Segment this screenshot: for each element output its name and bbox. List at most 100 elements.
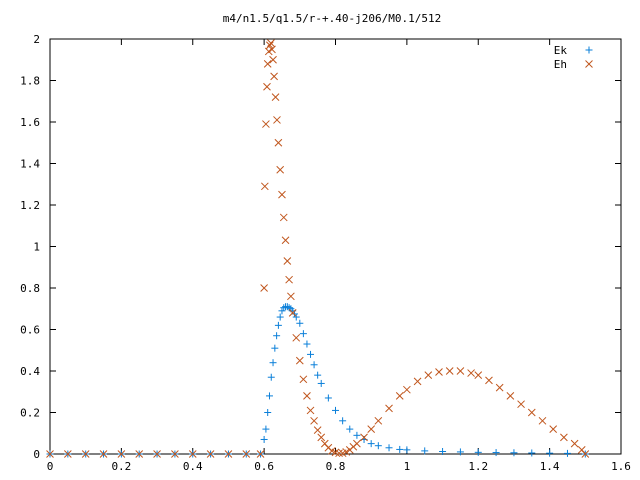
data-point-eh	[256, 450, 265, 458]
data-point-ek	[510, 449, 518, 457]
legend-marker-ek	[585, 46, 593, 54]
y-tick-label: 0.6	[20, 324, 40, 337]
data-point-eh	[153, 450, 161, 458]
data-point-ek	[278, 307, 286, 315]
data-point-ek	[563, 449, 571, 457]
data-point-eh	[171, 450, 179, 458]
data-point-eh	[81, 450, 90, 458]
y-tick-label: 2	[33, 33, 40, 46]
x-tick-label: 0.2	[111, 460, 131, 473]
data-point-eh	[299, 375, 308, 384]
data-point-ek	[271, 344, 279, 352]
data-point-eh	[549, 425, 558, 433]
data-point-eh	[310, 416, 318, 425]
data-point-eh	[269, 55, 277, 64]
data-point-eh	[456, 367, 465, 375]
y-axis: 0 0.2 0.4 0.6 0.8 1 1.2 1.4 1.6 1.8 2	[20, 33, 621, 461]
y-tick-label: 0	[33, 448, 40, 461]
data-point-eh	[287, 292, 295, 301]
y-tick-label: 1	[33, 241, 40, 254]
data-point-eh	[283, 257, 292, 265]
data-point-eh	[288, 309, 297, 317]
data-point-eh	[274, 138, 283, 147]
data-point-eh	[570, 439, 579, 448]
data-point-ek	[314, 371, 322, 379]
legend-label-eh: Eh	[554, 58, 567, 71]
x-tick-label: 0.6	[254, 460, 274, 473]
data-point-eh	[360, 433, 368, 442]
data-point-ek	[273, 332, 281, 340]
series-eh	[46, 39, 590, 458]
data-point-eh	[485, 376, 493, 385]
data-point-ek	[403, 446, 411, 454]
data-point-ek	[285, 304, 293, 312]
data-point-eh	[224, 450, 233, 458]
data-point-eh	[260, 182, 269, 191]
y-tick-label: 1.4	[20, 158, 40, 171]
data-point-eh	[403, 385, 411, 394]
data-point-ek	[274, 321, 282, 329]
data-point-eh	[265, 41, 274, 50]
data-point-ek	[374, 442, 382, 450]
data-point-eh	[278, 190, 286, 199]
plot-frame	[49, 38, 622, 455]
data-point-eh	[445, 367, 454, 375]
y-tick-label: 0.4	[20, 365, 40, 378]
legend-label-ek: Ek	[554, 44, 568, 57]
data-point-eh	[63, 450, 72, 458]
data-point-ek	[324, 394, 332, 402]
data-point-eh	[335, 449, 343, 458]
data-point-eh	[281, 236, 290, 245]
x-tick-label: 0.4	[183, 460, 203, 473]
data-point-eh	[413, 377, 422, 386]
data-point-eh	[317, 433, 326, 442]
data-point-eh	[117, 450, 126, 458]
legend-marker-eh	[585, 60, 593, 68]
data-point-ek	[299, 330, 307, 338]
data-point-eh	[367, 425, 376, 433]
data-point-eh	[270, 72, 278, 81]
data-point-ek	[396, 445, 404, 453]
chart-title: m4/n1.5/q1.5/r-+.40-j206/M0.1/512	[223, 12, 442, 25]
data-point-ek	[296, 319, 304, 327]
data-point-ek	[385, 444, 393, 452]
data-point-eh	[424, 371, 433, 380]
data-point-ek	[439, 448, 447, 456]
data-point-ek	[283, 303, 291, 311]
data-point-eh	[467, 369, 475, 377]
data-point-eh	[306, 406, 315, 415]
x-tick-label: 1.4	[540, 460, 560, 473]
data-point-eh	[279, 213, 288, 222]
data-point-eh	[292, 333, 301, 342]
data-point-ek	[367, 440, 375, 448]
data-point-eh	[538, 416, 547, 425]
y-tick-label: 1.6	[20, 116, 40, 129]
data-point-ek	[339, 417, 347, 425]
data-point-eh	[395, 392, 404, 400]
data-point-ek	[310, 361, 318, 369]
data-point-ek	[456, 448, 464, 456]
data-point-eh	[435, 368, 443, 376]
data-point-eh	[474, 371, 483, 380]
data-point-eh	[260, 284, 268, 292]
data-point-ek	[474, 448, 482, 456]
data-point-eh	[313, 426, 322, 434]
data-point-eh	[581, 450, 590, 458]
data-point-eh	[495, 383, 504, 392]
data-point-ek	[260, 435, 268, 443]
data-point-eh	[374, 416, 383, 425]
data-point-ek	[492, 449, 500, 457]
y-tick-label: 1.2	[20, 199, 40, 212]
data-point-eh	[342, 448, 351, 456]
data-point-ek	[265, 392, 273, 400]
data-point-eh	[262, 120, 270, 128]
x-tick-label: 1.2	[468, 460, 488, 473]
data-point-ek	[528, 449, 536, 457]
data-point-ek	[264, 409, 272, 416]
data-point-eh	[506, 392, 515, 400]
data-point-eh	[263, 60, 272, 68]
data-point-eh	[188, 450, 197, 458]
data-point-ek	[421, 447, 429, 455]
